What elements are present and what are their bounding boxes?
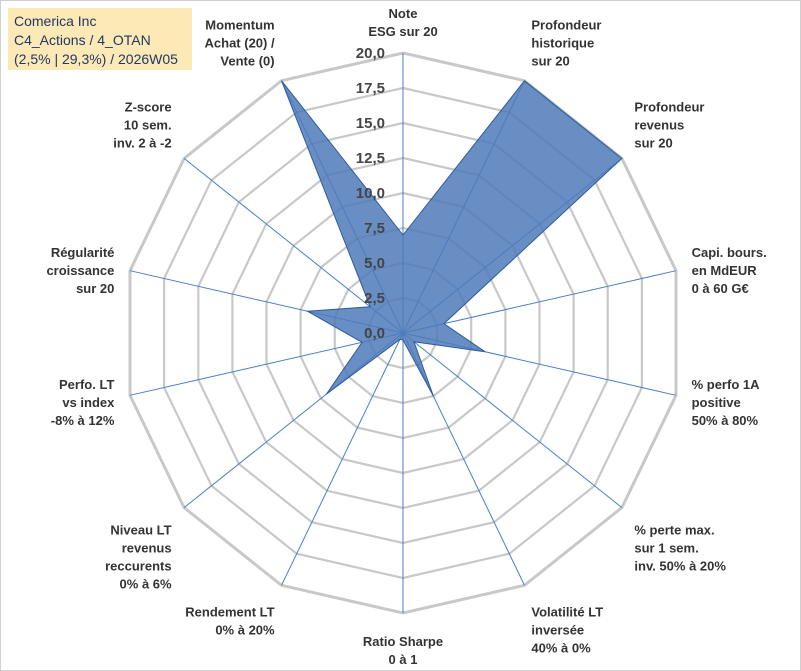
axis-label: Rendement LT 0% à 20% bbox=[185, 605, 275, 638]
axis-spoke bbox=[129, 332, 404, 396]
tick-label: 0,0 bbox=[364, 325, 385, 342]
tick-label: 20,0 bbox=[356, 45, 385, 62]
axis-spoke bbox=[402, 332, 623, 508]
tick-label: 12,5 bbox=[356, 150, 385, 167]
title-box: Comerica Inc C4_Actions / 4_OTAN (2,5% |… bbox=[8, 8, 192, 70]
axis-spoke bbox=[183, 158, 404, 334]
axis-spoke bbox=[281, 332, 404, 586]
radar-series bbox=[281, 79, 623, 397]
axis-label: Z-score 10 sem. inv. 2 à -2 bbox=[113, 99, 171, 150]
axis-label: Profondeur historique sur 20 bbox=[531, 17, 601, 68]
tick-label: 17,5 bbox=[356, 80, 385, 97]
tick-label: 2,5 bbox=[364, 290, 385, 307]
axis-label: Profondeur revenus sur 20 bbox=[634, 99, 704, 150]
axis-label: Perfo. LT vs index -8% à 12% bbox=[51, 377, 115, 428]
axis-label: % perte max. sur 1 sem. inv. 50% à 20% bbox=[634, 523, 726, 574]
axis-label: Niveau LT revenus reccurents 0% à 6% bbox=[105, 523, 172, 592]
axis-label: Note ESG sur 20 bbox=[368, 6, 437, 39]
axis-label: % perfo 1A positive 50% à 80% bbox=[692, 377, 761, 428]
portfolio-name: C4_Actions / 4_OTAN bbox=[14, 32, 151, 48]
tick-label: 15,0 bbox=[356, 115, 385, 132]
axis-label: Capi. bours. en MdEUR 0 à 60 G€ bbox=[692, 245, 767, 296]
axis-label: Volatilité LT inversée 40% à 0% bbox=[531, 605, 603, 656]
axis-label: Momentum Achat (20) / Vente (0) bbox=[205, 17, 275, 68]
company-name: Comerica Inc bbox=[14, 13, 97, 29]
tick-label: 5,0 bbox=[364, 255, 385, 272]
axis-label: Régularité croissance sur 20 bbox=[46, 245, 114, 296]
tick-label: 10,0 bbox=[356, 185, 385, 202]
period-info: (2,5% | 29,3%) / 2026W05 bbox=[14, 51, 178, 67]
axis-spoke bbox=[402, 270, 677, 334]
radar-axis-labels: Note ESG sur 20 Profondeur historique sur 20… bbox=[46, 6, 766, 667]
axis-label: Ratio Sharpe 0 à 1 bbox=[363, 634, 443, 667]
radar-tick-labels: 0,0 2,5 5,0 7,5 10,0 12,5 15,0 17,5 20,0 bbox=[356, 45, 385, 342]
tick-label: 7,5 bbox=[364, 220, 385, 237]
